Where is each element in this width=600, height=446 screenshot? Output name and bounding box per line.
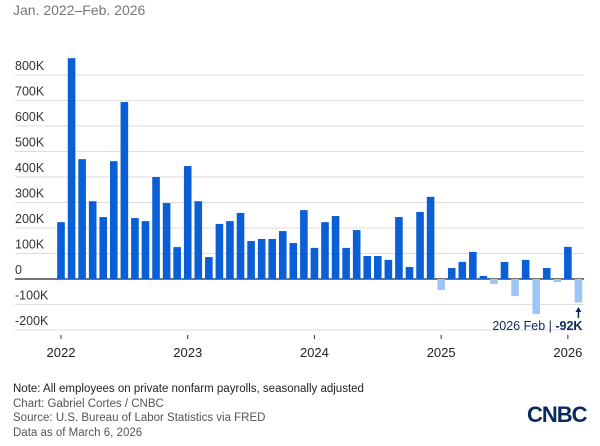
bar: [194, 201, 203, 279]
bar: [426, 196, 435, 279]
y-tick-label: 800K: [15, 59, 45, 73]
bar: [405, 267, 414, 279]
y-tick-label: 100K: [15, 238, 45, 252]
source-text: Source: U.S. Bureau of Labor Statistics …: [13, 412, 266, 424]
bar: [183, 166, 192, 279]
bar: [162, 203, 171, 279]
bar: [352, 230, 361, 279]
x-tick-label: 2026: [553, 345, 582, 360]
bar: [469, 251, 477, 279]
bar: [447, 268, 456, 279]
bar: [511, 279, 519, 297]
chart-subtitle: Jan. 2022–Feb. 2026: [13, 2, 146, 18]
bar: [78, 159, 86, 279]
bar: [321, 222, 329, 279]
bar: [236, 212, 245, 279]
y-tick-label: 200K: [15, 212, 45, 226]
bar: [532, 279, 540, 314]
bar: [88, 201, 97, 279]
bar: [67, 58, 76, 279]
bar: [574, 279, 583, 303]
y-tick-label: 0: [15, 263, 22, 277]
bar: [278, 231, 287, 279]
bar: [416, 211, 424, 279]
bar: [395, 217, 403, 279]
y-tick-label: -100K: [15, 289, 49, 303]
note-text: Note: All employees on private nonfarm p…: [13, 383, 364, 395]
bar: [131, 218, 139, 279]
bar: [363, 256, 372, 279]
bar: [479, 275, 488, 279]
y-tick-label: 700K: [15, 85, 45, 99]
cnbc-logo: CNBC: [527, 402, 588, 427]
bar: [374, 256, 382, 279]
bar: [120, 102, 129, 279]
bar: [564, 246, 572, 279]
y-tick-label: 600K: [15, 110, 45, 124]
bar: [57, 222, 65, 279]
bar: [553, 279, 562, 283]
bar: [542, 268, 551, 279]
x-tick-label: 2022: [47, 345, 76, 360]
bar: [437, 279, 445, 290]
bar: [310, 247, 319, 279]
x-tick-label: 2025: [427, 345, 456, 360]
bar: [226, 221, 234, 279]
bar: [289, 243, 298, 279]
bar: [458, 261, 467, 279]
bar: [257, 238, 266, 279]
bar: [99, 217, 108, 279]
y-tick-label: 500K: [15, 136, 45, 150]
bar: [247, 241, 255, 279]
bar: [152, 177, 160, 279]
bar: [300, 210, 308, 279]
bar: [110, 161, 118, 279]
bar: [205, 257, 213, 279]
bar: [268, 238, 276, 279]
bar: [384, 259, 393, 279]
y-tick-label: 400K: [15, 161, 45, 175]
bar: [500, 261, 509, 279]
bar: [215, 223, 224, 279]
bar: [173, 247, 181, 279]
bar: [490, 279, 498, 285]
y-tick-label: -200K: [15, 314, 49, 328]
data-date: Data as of March 6, 2026: [13, 426, 143, 439]
chart-notes: Note: All employees on private nonfarm p…: [13, 382, 364, 440]
arrow-up-icon: [575, 307, 582, 312]
payrolls-bar-chart: -200K -100K 0 100K 200K 300K 400K 500K 600K 700K 8…: [15, 58, 584, 360]
bar: [141, 221, 150, 279]
x-tick-label: 2023: [173, 345, 202, 360]
annotation-label: 2026 Feb | -92K: [492, 319, 582, 333]
bar: [342, 247, 350, 279]
chart-credit: Chart: Gabriel Cortes / CNBC: [13, 397, 164, 410]
y-tick-label: 300K: [15, 187, 45, 201]
bar: [521, 259, 530, 279]
x-tick-label: 2024: [300, 345, 329, 360]
bar: [331, 216, 340, 279]
